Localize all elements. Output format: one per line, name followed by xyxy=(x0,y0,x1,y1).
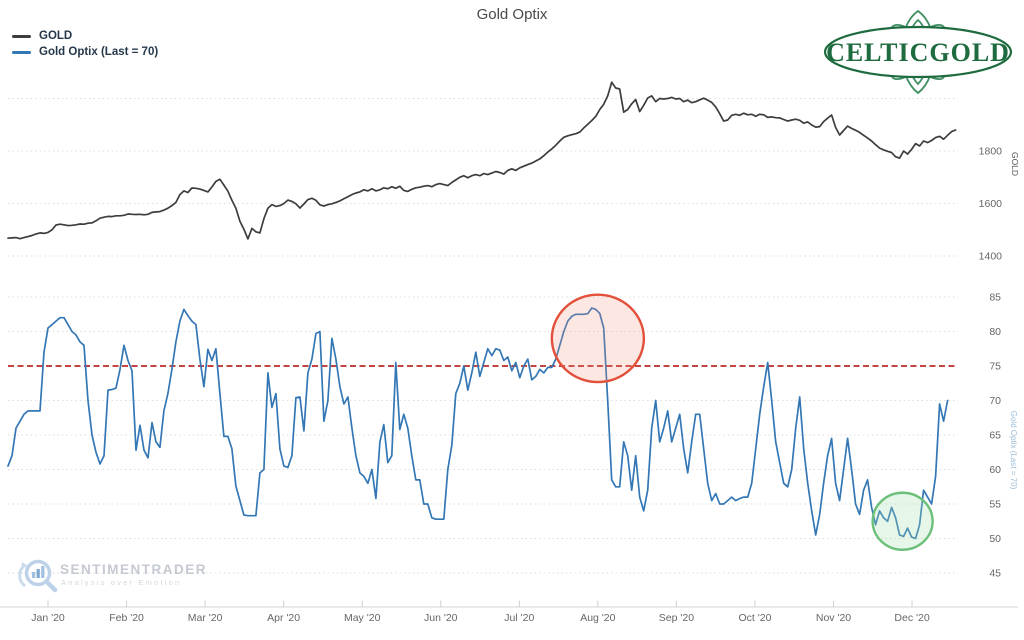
legend-item-gold: GOLD xyxy=(12,28,158,44)
month-label: Dec '20 xyxy=(894,612,929,624)
optix-ytick-label: 85 xyxy=(989,292,1001,304)
optix-ytick-label: 80 xyxy=(989,326,1001,338)
gold-ytick-label: 1800 xyxy=(979,146,1003,158)
magnifier-chart-icon xyxy=(18,559,58,593)
month-label: Apr '20 xyxy=(267,612,300,624)
legend-label-optix: Gold Optix (Last = 70) xyxy=(39,46,159,58)
gold-axis-title: GOLD xyxy=(1010,152,1020,176)
optix-ytick-label: 75 xyxy=(989,361,1001,373)
watermark-tagline: Analysis over Emotion xyxy=(61,578,182,587)
month-label: May '20 xyxy=(344,612,381,624)
gold-price-line xyxy=(7,81,957,240)
optix-ytick-label: 55 xyxy=(989,499,1001,511)
celtic-knot-icon: CELTICGOLD xyxy=(823,9,1013,95)
optix-axis-title: Gold Optix (Last = 70) xyxy=(1009,411,1018,490)
month-label: Oct '20 xyxy=(738,612,771,624)
optix-ytick-label: 60 xyxy=(989,464,1001,476)
legend-label-gold: GOLD xyxy=(39,30,73,42)
optix-ytick-label: 50 xyxy=(989,533,1001,545)
gold-ytick-label: 1400 xyxy=(979,251,1003,263)
celticgold-logo: CELTICGOLD xyxy=(820,8,1016,96)
watermark-brand: SENTIMENTRADER xyxy=(60,562,208,577)
month-label: Aug '20 xyxy=(580,612,615,624)
optix-ytick-label: 45 xyxy=(989,568,1001,580)
month-label: Nov '20 xyxy=(816,612,851,624)
month-label: Jan '20 xyxy=(31,612,65,624)
pessimism-low-annotation xyxy=(871,491,934,551)
legend: GOLD Gold Optix (Last = 70) xyxy=(12,28,158,60)
optix-line-swatch-icon xyxy=(12,50,31,54)
month-label: Sep '20 xyxy=(659,612,694,624)
excessive-optimism-peak-annotation xyxy=(550,293,646,384)
legend-item-optix: Gold Optix (Last = 70) xyxy=(12,44,158,60)
gold-line-swatch-icon xyxy=(12,34,31,38)
optix-line xyxy=(7,307,949,540)
gold-ytick-label: 1600 xyxy=(979,198,1003,210)
optix-ytick-label: 65 xyxy=(989,430,1001,442)
month-label: Jul '20 xyxy=(504,612,534,624)
sentimentrader-watermark: SENTIMENTRADER Analysis over Emotion xyxy=(18,558,238,596)
chart-title: Gold Optix xyxy=(476,6,548,23)
month-label: Mar '20 xyxy=(188,612,223,624)
celticgold-logo-text: CELTICGOLD xyxy=(826,38,1010,67)
optix-ytick-label: 70 xyxy=(989,395,1001,407)
month-label: Jun '20 xyxy=(424,612,458,624)
month-label: Feb '20 xyxy=(109,612,144,624)
